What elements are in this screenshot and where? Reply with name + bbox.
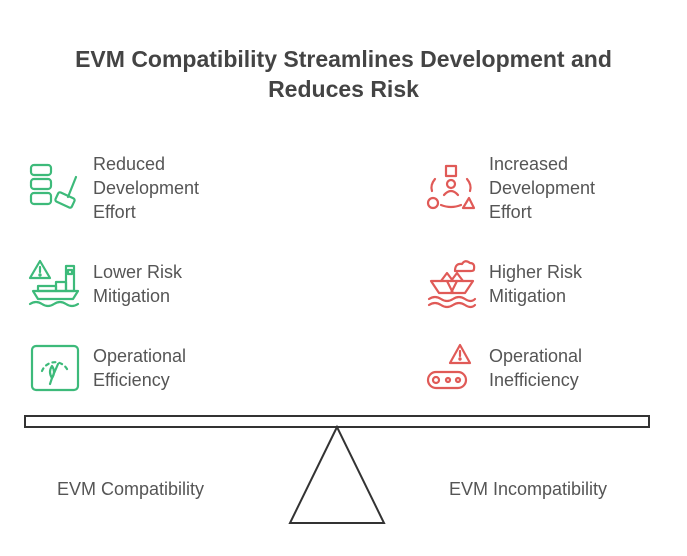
title-line-1: EVM Compatibility Streamlines Developmen… (75, 46, 612, 72)
item-label: Reduced Development Effort (93, 154, 200, 222)
warning-conveyor-icon (426, 343, 480, 397)
seesaw-fulcrum (288, 424, 386, 524)
person-shapes-icon (426, 164, 481, 219)
item-label: Operational Inefficiency (489, 346, 583, 390)
right-side-label: EVM Incompatibility (449, 479, 608, 499)
title-line-2: Reduces Risk (268, 76, 419, 102)
warning-boat-icon (28, 258, 82, 312)
gauge-icon (30, 344, 84, 398)
item-label: Lower Risk Mitigation (93, 262, 183, 306)
item-label: Operational Efficiency (93, 346, 187, 390)
diagram-title: EVM Compatibility Streamlines Developmen… (0, 44, 687, 104)
left-side-label: EVM Compatibility (57, 479, 205, 499)
item-label: Higher Risk Mitigation (489, 262, 583, 306)
item-label: Increased Development Effort (489, 154, 596, 222)
sinking-boat-icon (427, 259, 481, 313)
blocks-and-hammer-icon (28, 163, 82, 217)
